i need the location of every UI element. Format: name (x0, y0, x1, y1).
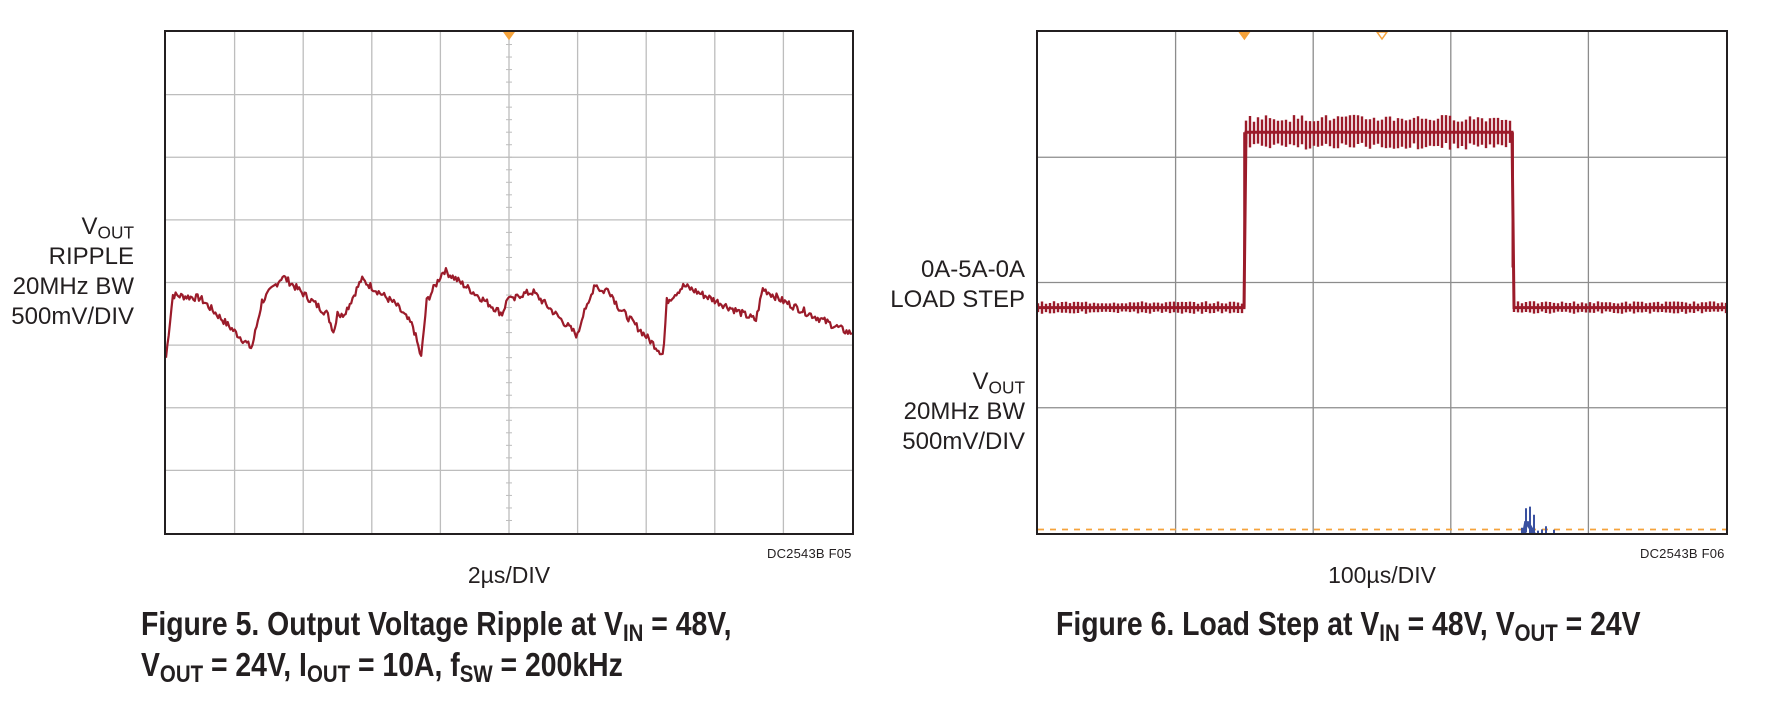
caption-text: = 24V, I (203, 646, 307, 683)
fig6-scope-screen (1036, 30, 1728, 535)
fig5-caption: Figure 5. Output Voltage Ripple at VIN =… (141, 603, 732, 688)
fig6-figure-id: DC2543B F06 (1640, 546, 1725, 561)
trace-label-line: VOUT (11, 212, 134, 242)
trace-label-line: 20MHz BW (902, 397, 1025, 427)
fig6-timebase: 100µs/DIV (1328, 562, 1436, 588)
trace-label-line: 500mV/DIV (902, 427, 1025, 457)
load-step-centerline (1038, 130, 1726, 310)
trace-label-text: LOAD STEP (890, 286, 1025, 313)
trace-label-text: 20MHz BW (903, 398, 1025, 425)
trace-label-text: 0A-5A-0A (920, 256, 1025, 283)
vout-trace-label: VOUT 20MHz BW 500mV/DIV (902, 367, 1025, 457)
trigger-marker (1238, 32, 1251, 41)
trace-label-subscript: OUT (97, 222, 134, 243)
trace-label-line: 500mV/DIV (11, 302, 134, 332)
caption-subscript: IN (622, 619, 644, 647)
load-step-trace (1038, 114, 1726, 314)
caption-subscript: OUT (1514, 619, 1558, 647)
fig5-timebase: 2µs/DIV (467, 562, 551, 588)
trace-label-text: RIPPLE (48, 243, 134, 270)
load-step-trace-label: 0A-5A-0A LOAD STEP (890, 255, 1025, 315)
trace-label-text: V (81, 213, 98, 240)
caption-text: = 200kHz (492, 646, 623, 683)
trace-label-line: RIPPLE (11, 242, 134, 272)
caption-text: = 48V, (643, 605, 732, 642)
caption-text: = 10A, f (350, 646, 460, 683)
caption-text: Figure 5. Output Voltage Ripple at V (141, 605, 623, 642)
trace-label-text: 500mV/DIV (11, 303, 134, 330)
caption-line: Figure 6. Load Step at VIN = 48V, VOUT =… (1056, 603, 1641, 647)
trigger-marker (1376, 32, 1388, 41)
trace-label-text: 500mV/DIV (902, 428, 1025, 455)
trace-label-subscript: OUT (988, 377, 1025, 398)
fig5-plot (166, 32, 852, 533)
caption-text: = 48V, V (1399, 605, 1515, 642)
caption-subscript: IN (1379, 619, 1400, 647)
caption-subscript: OUT (159, 660, 204, 688)
trace-label-line: 0A-5A-0A (890, 255, 1025, 285)
trace-label-text: V (972, 368, 989, 395)
trace-label-line: 20MHz BW (11, 272, 134, 302)
trace-label-line: LOAD STEP (890, 285, 1025, 315)
caption-subscript: OUT (306, 660, 351, 688)
trigger-marker (503, 32, 515, 41)
fig6-caption: Figure 6. Load Step at VIN = 48V, VOUT =… (1056, 603, 1641, 647)
caption-text: Figure 6. Load Step at V (1056, 605, 1380, 642)
fig5-scope-screen (164, 30, 854, 535)
caption-text: V (141, 646, 160, 683)
caption-line: Figure 5. Output Voltage Ripple at VIN =… (141, 603, 732, 647)
vout-trace (1521, 506, 1555, 533)
caption-text: = 24V (1557, 605, 1641, 642)
caption-line: VOUT = 24V, IOUT = 10A, fSW = 200kHz (141, 644, 732, 688)
fig6-plot (1038, 32, 1726, 533)
vout-centerline (1522, 521, 1536, 533)
caption-subscript: SW (459, 660, 493, 688)
trace-label-line: VOUT (902, 367, 1025, 397)
vout-ripple-trace-label: VOUT RIPPLE 20MHz BW 500mV/DIV (11, 212, 134, 332)
fig5-figure-id: DC2543B F05 (767, 546, 852, 561)
trace-label-text: 20MHz BW (12, 273, 134, 300)
vout-ripple-trace (166, 267, 852, 358)
